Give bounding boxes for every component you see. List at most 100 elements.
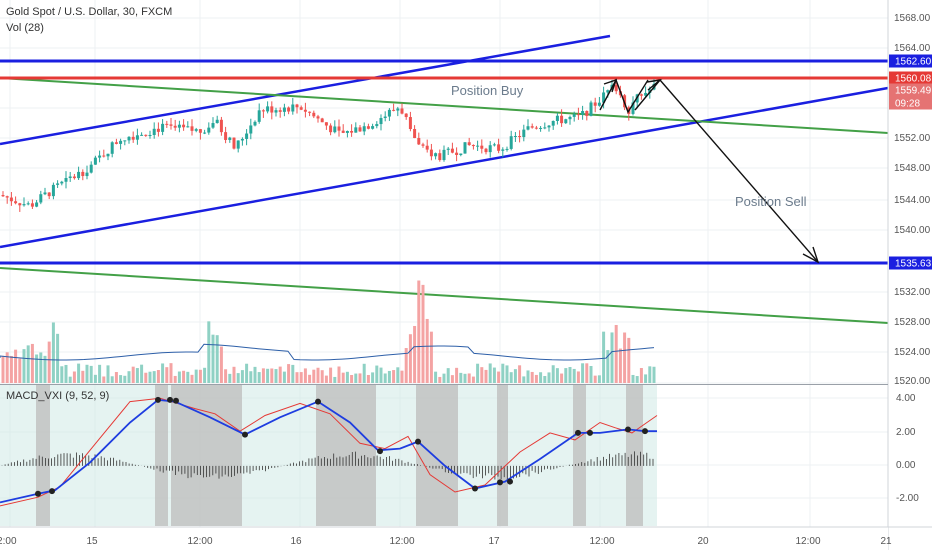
buy-arrow-head [646,78,663,91]
price-tick-label: 1540.00 [894,225,931,236]
volume-bar [127,371,131,383]
candle-body [530,126,534,128]
volume-bar [555,368,559,383]
candle-body [114,142,118,144]
volume-bar [539,372,543,383]
candle-body [589,102,593,116]
candle-body [245,133,249,139]
volume-bar [618,348,622,383]
candle-body [253,121,257,126]
time-tick-label: 12:00 [589,536,614,547]
price-tag [889,54,932,68]
macd-shading [0,385,657,526]
volume-bar [270,368,274,383]
candle-body [308,111,312,113]
volume-bar [568,367,572,383]
volume-bar [135,368,139,383]
time-tick-label: 21 [880,536,892,547]
price-tick-label: 1520.00 [894,376,931,387]
volume-bar [236,373,240,383]
candle-body [156,128,160,132]
macd-cross-dot [242,431,248,438]
volume-bar [173,375,177,383]
macd-cross-dot [497,479,503,486]
candle-body [224,132,228,140]
price-tick-label: 1552.00 [894,133,931,144]
macd-indicator [0,396,658,507]
volume-bar [240,370,244,383]
candle-body [560,115,564,124]
macd-cross-dot [155,396,161,403]
candle-body [534,127,538,129]
candle-body [446,148,450,150]
candle-body [282,107,286,112]
candle-body [274,110,278,113]
volume-bar [291,364,295,383]
candle-body [602,92,606,103]
candle-body [169,124,173,126]
macd-cross-dot [575,429,581,436]
price-tick-label: 1524.00 [894,347,931,358]
volume-bar [333,376,337,383]
volume-bar [526,370,530,383]
volume-bar [266,368,270,383]
volume-bar [455,367,459,383]
candle-body [366,126,370,129]
volume-bars [0,280,656,383]
volume-bar [459,372,463,383]
volume-bar [72,371,76,383]
macd-cross-dot [507,478,513,485]
candle-body [505,148,509,150]
candle-body [177,124,181,128]
volume-bar [639,368,643,383]
buy-zigzag-arrow [599,78,649,114]
candle-body [26,203,30,205]
volume-bar [379,367,383,383]
volume-bar [203,367,207,383]
candle-body [266,106,270,112]
volume-bar [102,376,106,383]
candle-body [434,153,438,157]
candle-body [341,130,345,133]
annotation-labels: Position Buy Position Sell [451,83,807,209]
volume-bar [110,376,114,383]
volume-bar [224,369,228,383]
volume-bar [123,375,127,383]
candle-body [497,144,501,151]
volume-bar [614,324,618,383]
candle-body [47,192,51,197]
price-tag [889,96,932,110]
candle-body [471,145,475,147]
candle-body [35,202,39,207]
macd-cross-dot [625,426,631,433]
volume-bar [593,375,597,383]
volume-bar [165,367,169,383]
price-tick-label: 1528.00 [894,317,931,328]
volume-bar [476,363,480,383]
candle-body [207,127,211,133]
volume-bar [9,355,13,383]
price-tag-label: 1559.49 [895,86,932,97]
volume-bar [366,374,370,383]
volume-bar [274,369,278,383]
price-tag-label: 1535.63 [895,259,932,270]
candle-body [597,102,601,106]
volume-bar [219,346,223,383]
volume-bar [635,376,639,383]
volume-bar [232,366,236,383]
volume-bar [14,349,18,383]
volume-bar [597,375,601,383]
volume-bar [152,371,156,383]
candle-body [232,137,236,149]
volume-bar [610,332,614,383]
volume-bar [480,367,484,383]
volume-bar [85,364,89,383]
candle-body [593,102,597,106]
volume-bar [362,363,366,383]
candle-body [56,183,60,185]
volume-bar [505,365,509,383]
candle-body [291,104,295,112]
buy-arrow-head [603,78,618,93]
candle-body [425,145,429,150]
